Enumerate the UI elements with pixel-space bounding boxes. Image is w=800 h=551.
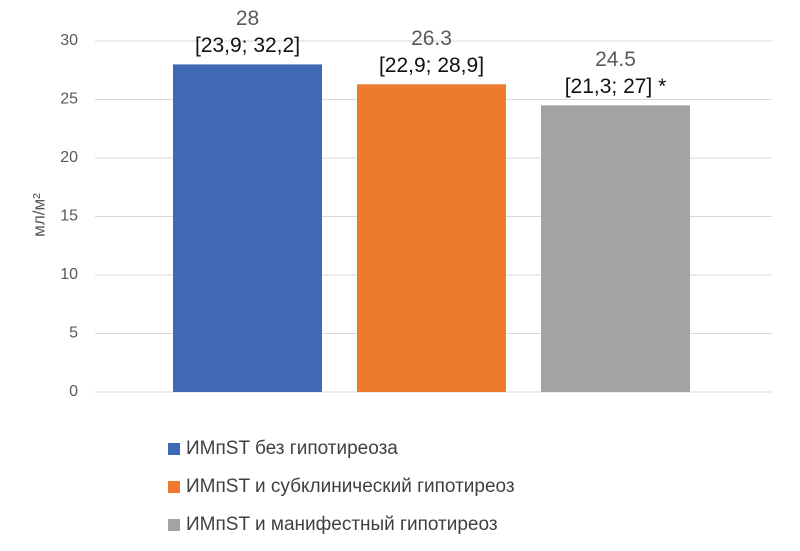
legend-label: ИМпST и манифестный гипотиреоз	[186, 514, 498, 535]
bar	[541, 105, 690, 392]
legend-swatch	[168, 519, 180, 531]
bar	[173, 64, 322, 393]
legend-swatch	[168, 481, 180, 493]
data-label: 24.5	[595, 48, 636, 71]
y-axis-title: мл/м²	[29, 193, 48, 237]
data-label: 26.3	[411, 27, 452, 50]
y-tick-label: 5	[69, 325, 78, 342]
legend-label: ИМпST без гипотиреоза	[186, 438, 398, 459]
y-tick-label: 30	[60, 32, 78, 49]
y-tick-label: 0	[69, 383, 78, 400]
y-tick-label: 20	[60, 149, 78, 166]
legend-swatch	[168, 443, 180, 455]
y-tick-label: 15	[60, 208, 78, 225]
interval-label: [22,9; 28,9]	[379, 54, 484, 77]
interval-label: [23,9; 32,2]	[195, 34, 300, 57]
legend-label: ИМпST и субклинический гипотиреоз	[186, 476, 515, 497]
interval-label: [21,3; 27] *	[565, 75, 667, 98]
y-tick-label: 10	[60, 266, 78, 283]
y-tick-label: 25	[60, 91, 78, 108]
data-label: 28	[236, 7, 259, 30]
bar	[357, 84, 506, 392]
